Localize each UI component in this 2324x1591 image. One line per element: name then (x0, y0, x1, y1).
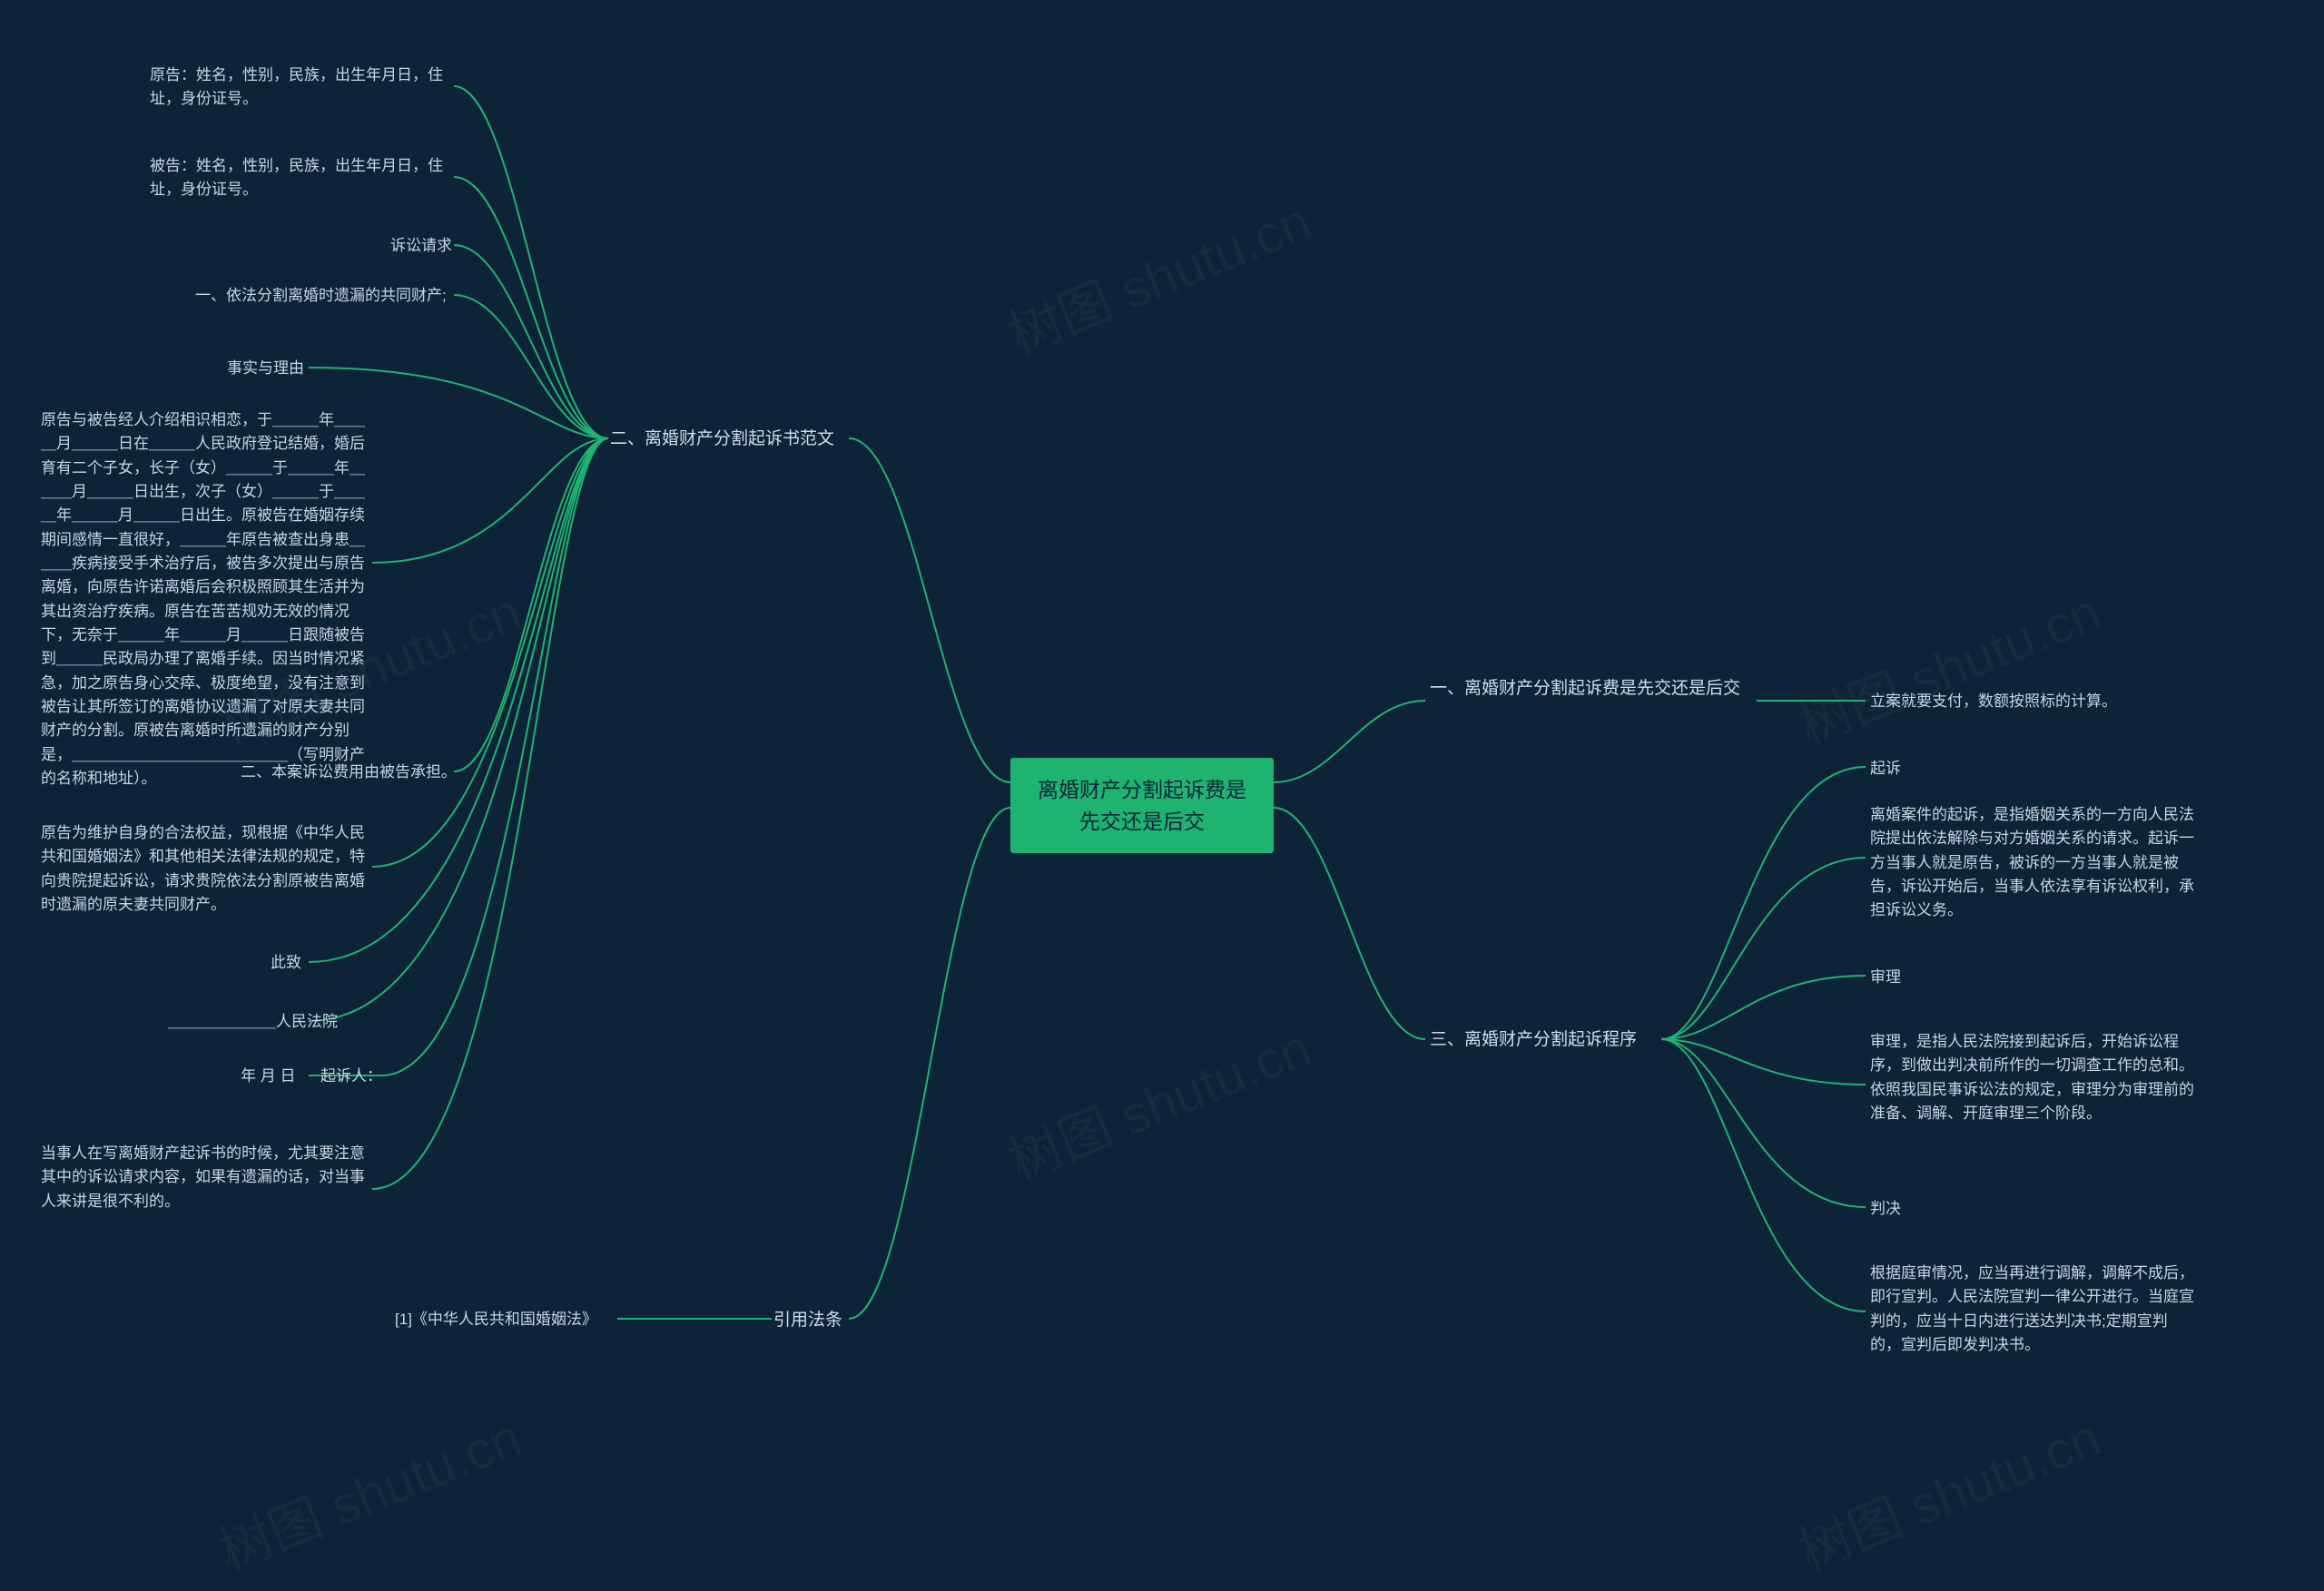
section-1: 一、离婚财产分割起诉费是先交还是后交 (1430, 676, 1757, 702)
leaf-s2-9: ＿＿＿＿＿＿＿人民法院 (168, 1010, 338, 1034)
leaf-s2-7: 原告为维护自身的合法权益，现根据《中华人民共和国婚姻法》和其他相关法律法规的规定… (41, 821, 372, 917)
leaf-s2-4: 事实与理由 (227, 357, 304, 380)
leaf-s2-0: 原告：姓名，性别，民族，出生年月日，住址，身份证号。 (150, 64, 458, 112)
leaf-s3-1: 离婚案件的起诉，是指婚姻关系的一方向人民法院提出依法解除与对方婚姻关系的请求。起… (1870, 803, 2197, 923)
watermark: 树图 shutu.cn (996, 179, 1320, 369)
leaf-s3-2: 审理 (1870, 966, 1901, 989)
section-2: 二、离婚财产分割起诉书范文 (610, 427, 851, 453)
leaf-s2-10: 年 月 日 (241, 1065, 295, 1088)
leaf-s2-8: 此致 (271, 951, 301, 975)
leaf-s2-3: 一、依法分割离婚时遗漏的共同财产; (195, 284, 447, 308)
section-citation: 引用法条 (773, 1308, 842, 1334)
leaf-s3-4: 判决 (1870, 1197, 1901, 1221)
watermark: 树图 shutu.cn (206, 1395, 530, 1586)
watermark: 树图 shutu.cn (1786, 1395, 2110, 1586)
leaf-s3-5: 根据庭审情况，应当再进行调解，调解不成后，即行宣判。人民法院宣判一律公开进行。当… (1870, 1262, 2197, 1357)
leaf-citation-0: [1]《中华人民共和国婚姻法》 (395, 1308, 597, 1331)
leaf-s2-6: 二、本案诉讼费用由被告承担。 (241, 761, 457, 784)
root-node: 离婚财产分割起诉费是先交还是后交 (1010, 758, 1274, 853)
leaf-s2-2: 诉讼请求 (390, 234, 452, 258)
watermark: 树图 shutu.cn (1786, 569, 2110, 760)
leaf-s3-3: 审理，是指人民法院接到起诉后，开始诉讼程序，到做出判决前所作的一切调查工作的总和… (1870, 1030, 2197, 1125)
root-label: 离婚财产分割起诉费是先交还是后交 (1038, 778, 1246, 833)
leaf-s2-1: 被告：姓名，性别，民族，出生年月日，住址，身份证号。 (150, 154, 458, 202)
leaf-s1-0: 立案就要支付，数额按照标的计算。 (1870, 690, 2179, 713)
leaf-s2-5: 原告与被告经人介绍相识相恋，于＿＿＿年＿＿＿月＿＿＿日在＿＿＿人民政府登记结婚，… (41, 408, 372, 791)
leaf-s2-11: 起诉人： (320, 1065, 382, 1088)
section-3: 三、离婚财产分割起诉程序 (1430, 1027, 1666, 1054)
leaf-s3-0: 起诉 (1870, 757, 1901, 781)
leaf-s2-12: 当事人在写离婚财产起诉书的时候，尤其要注意其中的诉讼请求内容，如果有遗漏的话，对… (41, 1142, 372, 1213)
watermark: 树图 shutu.cn (996, 1005, 1320, 1195)
